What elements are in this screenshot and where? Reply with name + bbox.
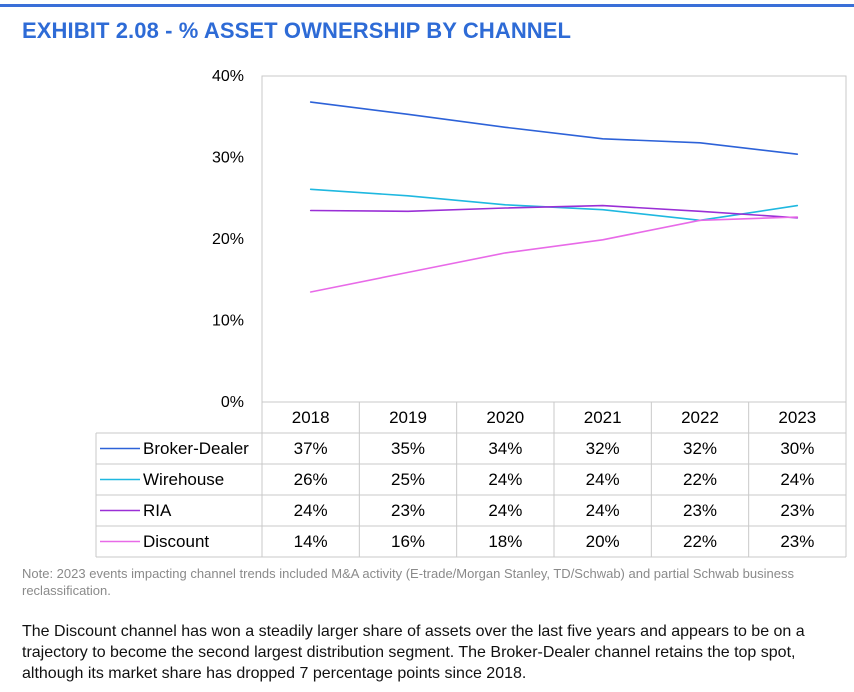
x-category-label: 2021 xyxy=(584,408,622,427)
data-table-cell: 23% xyxy=(780,501,814,520)
y-tick-label: 30% xyxy=(212,150,244,167)
chart-note: Note: 2023 events impacting channel tren… xyxy=(22,566,794,598)
data-table-cell: 14% xyxy=(294,532,328,551)
y-tick-label: 20% xyxy=(212,231,244,248)
x-category-label: 2018 xyxy=(292,408,330,427)
x-category-label: 2023 xyxy=(778,408,816,427)
data-table-cell: 32% xyxy=(683,439,717,458)
data-table-cell: 23% xyxy=(391,501,425,520)
chart-title: EXHIBIT 2.08 - % ASSET OWNERSHIP BY CHAN… xyxy=(22,18,572,43)
series-line-broker-dealer xyxy=(309,101,799,155)
data-table-cell: 24% xyxy=(586,501,620,520)
data-table-cell: 22% xyxy=(683,470,717,489)
data-table-cell: 22% xyxy=(683,532,717,551)
data-table-cell: 34% xyxy=(488,439,522,458)
y-tick-label: 0% xyxy=(221,394,244,411)
x-category-label: 2022 xyxy=(681,408,719,427)
legend-label: Broker-Dealer xyxy=(143,439,249,458)
data-table-cell: 24% xyxy=(586,470,620,489)
data-table-cell: 24% xyxy=(488,501,522,520)
data-table-cell: 20% xyxy=(586,532,620,551)
data-table-cell: 25% xyxy=(391,470,425,489)
series-line-wirehouse xyxy=(309,188,799,222)
data-table-cell: 24% xyxy=(294,501,328,520)
data-table-cell: 24% xyxy=(780,470,814,489)
series-line-ria xyxy=(309,204,799,219)
data-table-cell: 37% xyxy=(294,439,328,458)
data-table-cell: 23% xyxy=(780,532,814,551)
data-table-cell: 24% xyxy=(488,470,522,489)
y-tick-label: 10% xyxy=(212,313,244,330)
data-table-cell: 23% xyxy=(683,501,717,520)
plot-area xyxy=(261,75,847,403)
data-table-cell: 35% xyxy=(391,439,425,458)
body-paragraph: The Discount channel has won a steadily … xyxy=(22,623,805,682)
series-line-discount xyxy=(309,216,799,293)
y-tick-label: 40% xyxy=(212,68,244,85)
data-table-cell: 16% xyxy=(391,532,425,551)
legend-label: Discount xyxy=(143,532,209,551)
legend-label: RIA xyxy=(143,501,172,520)
data-table-cell: 18% xyxy=(488,532,522,551)
x-category-label: 2020 xyxy=(486,408,524,427)
data-table-cell: 32% xyxy=(586,439,620,458)
top-rule xyxy=(0,4,854,7)
data-table-cell: 26% xyxy=(294,470,328,489)
x-category-label: 2019 xyxy=(389,408,427,427)
legend-label: Wirehouse xyxy=(143,470,224,489)
data-table-cell: 30% xyxy=(780,439,814,458)
chart: 0% 10% 20% 30% 40% 2018 2019 2020 2021 2022 2023 Br… xyxy=(95,68,847,558)
